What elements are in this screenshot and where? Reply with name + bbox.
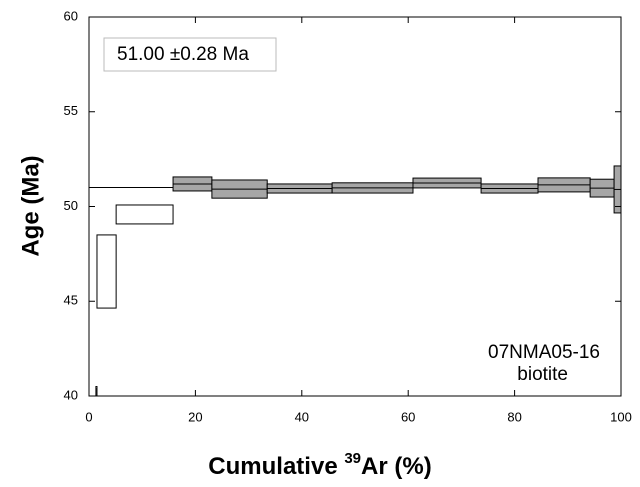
x-title-part: Ar (%) xyxy=(361,453,432,480)
x-tick-label: 100 xyxy=(610,409,632,424)
mineral: biotite xyxy=(517,364,568,385)
x-axis-title: Cumulative 39Ar (%) xyxy=(208,450,431,480)
y-tick-label: 50 xyxy=(64,198,78,213)
plot-area xyxy=(89,165,621,396)
y-tick-label: 45 xyxy=(64,293,78,308)
age-step xyxy=(115,204,174,225)
y-tick-label: 55 xyxy=(64,103,78,118)
x-tick-label: 80 xyxy=(507,409,521,424)
y-tick-label: 40 xyxy=(64,387,78,402)
plateau-label: 51.00 ±0.28 Ma xyxy=(117,44,249,65)
y-tick-label: 60 xyxy=(64,8,78,23)
x-tick-label: 40 xyxy=(295,409,309,424)
x-tick-label: 0 xyxy=(85,409,92,424)
plateau-box xyxy=(103,37,277,72)
x-tick-label: 20 xyxy=(188,409,202,424)
age-step xyxy=(96,234,117,309)
y-axis-title: Age (Ma) xyxy=(17,155,44,256)
sample-name: 07NMA05-16 xyxy=(488,342,600,363)
x-title-sup: 39 xyxy=(344,450,361,467)
x-title-part: Cumulative xyxy=(208,453,344,480)
age-step xyxy=(95,386,98,396)
x-tick-label: 60 xyxy=(401,409,415,424)
